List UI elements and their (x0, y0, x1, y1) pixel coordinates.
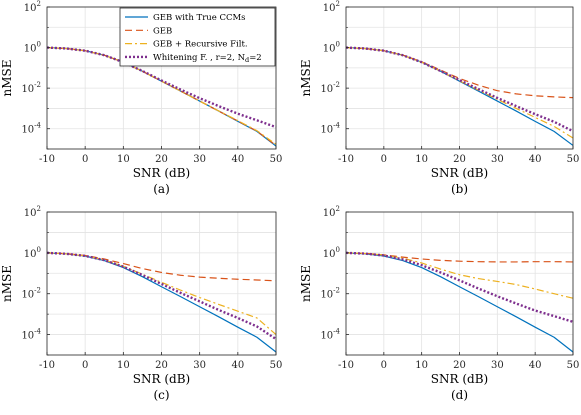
y-tick-label: 102 (323, 0, 340, 14)
x-tick-label: 0 (381, 360, 387, 371)
x-tick-label: 10 (117, 154, 130, 165)
series-line-4 (46, 46, 277, 129)
x-tick-label: 40 (231, 154, 244, 165)
x-tick-label: 50 (567, 360, 580, 371)
y-axis-label: nMSE (299, 265, 313, 302)
y-tick-label: 100 (24, 41, 41, 55)
y-tick-label: 10-2 (320, 287, 340, 301)
x-axis-label: SNR (dB) (133, 166, 190, 180)
x-tick-label: 50 (270, 360, 283, 371)
panel-a: -10 0 10 20 30 40 50 102 100 10-2 10-4 SNR (dB) nMSE… (0, 0, 282, 196)
x-axis-label: SNR (dB) (431, 372, 488, 386)
x-axis-label: SNR (dB) (133, 372, 190, 386)
x-tick-label: 30 (193, 154, 206, 165)
y-tick-label: 10-2 (21, 287, 41, 301)
y-tick-label: 100 (323, 41, 340, 55)
x-tick-label: 10 (415, 154, 428, 165)
legend: GEB with True CCMs GEB GEB + Recursive Fil… (119, 7, 276, 67)
y-tick-label: 10-2 (320, 81, 340, 95)
series-line-4 (345, 251, 574, 323)
panel-label: (c) (153, 388, 169, 402)
panel-label: (d) (451, 388, 468, 402)
x-tick-label: -10 (338, 360, 354, 371)
y-tick-label: 10-4 (320, 122, 340, 136)
x-tick-label: 40 (529, 154, 542, 165)
x-tick-label: 0 (82, 154, 88, 165)
series-line-2 (46, 46, 277, 146)
legend-entry-label: GEB (153, 26, 172, 36)
x-tick-label: -10 (39, 154, 55, 165)
y-tick-label: 102 (24, 205, 41, 219)
x-tick-label: 20 (453, 154, 466, 165)
x-tick-label: 0 (82, 360, 88, 371)
y-tick-label: 102 (24, 0, 41, 14)
y-axis-label: nMSE (0, 60, 14, 97)
legend-entry-label: GEB + Recursive Filt. (153, 40, 248, 50)
y-axis-label: nMSE (0, 265, 14, 302)
series-line-2 (46, 252, 277, 282)
x-tick-label: 10 (117, 360, 130, 371)
series-line-4 (345, 46, 574, 133)
legend-entry-label: Whitening F. , r=2, Nd=2 (153, 53, 262, 64)
y-axis-label: nMSE (299, 60, 313, 97)
x-tick-label: 50 (567, 154, 580, 165)
x-tick-label: 20 (155, 360, 168, 371)
panel-c: -10 0 10 20 30 40 50 102 100 10-2 10-4 SNR (dB) nMSE… (0, 205, 282, 402)
y-tick-label: 10-4 (21, 122, 41, 136)
panel-label: (a) (153, 182, 170, 196)
panel-label: (b) (451, 182, 468, 196)
x-tick-label: 0 (381, 154, 387, 165)
y-tick-label: 100 (323, 246, 340, 260)
series-line-3 (46, 252, 277, 336)
y-tick-label: 100 (24, 246, 41, 260)
panel-d: -10 0 10 20 30 40 50 102 100 10-2 10-4 SNR (dB) nMSE… (299, 205, 579, 402)
y-tick-label: 10-2 (21, 81, 41, 95)
x-tick-label: 40 (231, 360, 244, 371)
x-tick-label: 50 (270, 154, 283, 165)
x-tick-label: 40 (529, 360, 542, 371)
series-line-3 (345, 252, 574, 299)
x-tick-label: 30 (491, 360, 504, 371)
x-tick-label: -10 (338, 154, 354, 165)
panel-b: -10 0 10 20 30 40 50 102 100 10-2 10-4 SNR (dB) nMSE… (299, 0, 579, 196)
y-tick-label: 10-4 (21, 328, 41, 342)
y-tick-label: 102 (323, 205, 340, 219)
x-tick-label: 20 (155, 154, 168, 165)
x-tick-label: 10 (415, 360, 428, 371)
x-tick-label: -10 (39, 360, 55, 371)
y-tick-label: 10-4 (320, 328, 340, 342)
x-tick-label: 20 (453, 360, 466, 371)
x-axis-label: SNR (dB) (431, 166, 488, 180)
series-line-1 (345, 252, 574, 353)
x-tick-label: 30 (491, 154, 504, 165)
legend-entry-label: GEB with True CCMs (153, 13, 246, 23)
x-tick-label: 30 (193, 360, 206, 371)
